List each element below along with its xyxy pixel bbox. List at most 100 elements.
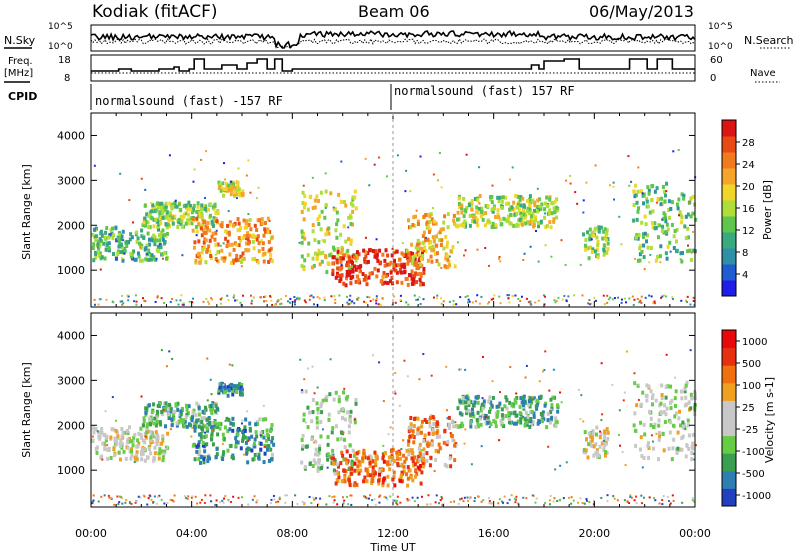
echo-cell xyxy=(345,276,349,281)
colorbar-segment-7 xyxy=(722,168,736,185)
colorbar-segment-3 xyxy=(722,232,736,249)
echo-cell xyxy=(300,240,304,245)
noise-cell xyxy=(650,295,653,298)
echo-cell xyxy=(307,241,311,246)
echo-cell xyxy=(125,440,129,445)
echo-cell xyxy=(422,270,426,275)
echo-cell xyxy=(519,396,523,401)
echo-cell xyxy=(205,442,209,447)
echo-cell xyxy=(501,416,505,421)
noise-cell xyxy=(143,299,146,302)
echo-cell xyxy=(161,434,165,439)
echo-cell xyxy=(220,224,224,229)
speckle-cell xyxy=(487,264,490,267)
echo-cell xyxy=(635,217,639,222)
speckle-cell xyxy=(623,391,626,394)
echo-cell xyxy=(481,217,485,222)
speckle-cell xyxy=(402,439,405,442)
noise-cell xyxy=(365,497,368,500)
echo-cell xyxy=(642,422,646,427)
echo-cell xyxy=(678,210,682,215)
echo-cell xyxy=(689,196,693,201)
echo-cell xyxy=(234,443,238,448)
echo-cell xyxy=(422,452,426,457)
echo-cell xyxy=(102,241,106,246)
noise-cell xyxy=(105,298,108,301)
echo-cell xyxy=(236,431,240,436)
noise-cell xyxy=(220,296,223,299)
echo-cell xyxy=(516,202,520,207)
echo-cell xyxy=(177,220,181,225)
speckle-cell xyxy=(580,394,583,397)
echo-cell xyxy=(605,228,609,233)
echo-cell xyxy=(171,413,175,418)
echo-cell xyxy=(521,208,525,213)
echo-cell xyxy=(152,217,156,222)
speckle-cell xyxy=(420,449,423,452)
speckle-cell xyxy=(509,366,512,369)
echo-cell xyxy=(159,422,163,427)
echo-cell xyxy=(517,208,521,213)
echo-cell xyxy=(425,458,429,463)
echo-cell xyxy=(396,463,400,468)
echo-cell xyxy=(171,218,175,223)
echo-cell xyxy=(550,201,554,206)
echo-cell xyxy=(333,471,337,476)
echo-cell xyxy=(262,460,266,465)
echo-cell xyxy=(355,456,359,461)
echo-cell xyxy=(468,412,472,417)
echo-cell xyxy=(671,446,675,451)
echo-cell xyxy=(340,250,344,255)
echo-cell xyxy=(267,444,271,449)
echo-cell xyxy=(522,212,526,217)
speckle-cell xyxy=(215,259,218,262)
noise-cell xyxy=(661,295,664,298)
echo-cell xyxy=(346,263,350,268)
colorbar-tick-label-7: -1000 xyxy=(742,491,771,502)
speckle-cell xyxy=(463,442,466,445)
speckle-cell xyxy=(687,244,690,247)
echo-cell xyxy=(198,260,202,265)
echo-cell xyxy=(692,395,696,400)
echo-cell xyxy=(386,253,390,258)
echo-cell xyxy=(450,420,454,425)
echo-cell xyxy=(522,203,526,208)
echo-cell xyxy=(208,422,212,427)
echo-cell xyxy=(241,251,245,256)
echo-cell xyxy=(423,418,427,423)
echo-cell xyxy=(241,235,245,240)
echo-cell xyxy=(302,217,306,222)
echo-cell xyxy=(338,278,342,283)
echo-cell xyxy=(374,463,378,468)
echo-cell xyxy=(521,395,525,400)
echo-cell xyxy=(243,428,247,433)
echo-cell xyxy=(633,381,637,386)
echo-cell xyxy=(214,242,218,247)
echo-cell xyxy=(538,395,542,400)
noise-cell xyxy=(406,498,409,501)
speckle-cell xyxy=(128,199,131,202)
echo-cell xyxy=(354,397,358,402)
speckle-cell xyxy=(537,260,540,263)
echo-cell xyxy=(521,196,525,201)
echo-cell xyxy=(353,420,357,425)
echo-cell xyxy=(657,437,661,442)
echo-cell xyxy=(451,245,455,250)
noise-cell xyxy=(413,294,416,297)
echo-cell xyxy=(342,281,346,286)
noise-cell xyxy=(466,294,469,297)
echo-cell xyxy=(549,397,553,402)
echo-cell xyxy=(266,230,270,235)
noise-cell xyxy=(534,301,537,304)
echo-cell xyxy=(270,235,274,240)
echo-cell xyxy=(203,220,207,225)
echo-cell xyxy=(213,237,217,242)
echo-cell xyxy=(646,245,650,250)
echo-cell xyxy=(210,219,214,224)
speckle-cell xyxy=(101,458,104,461)
echo-cell xyxy=(413,253,417,258)
noise-cell xyxy=(135,303,138,306)
echo-cell xyxy=(682,422,686,427)
echo-cell xyxy=(348,466,352,471)
